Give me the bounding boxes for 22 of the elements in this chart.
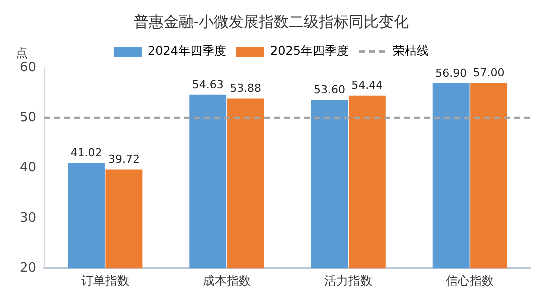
y-tick-label: 40 bbox=[20, 160, 37, 176]
data-label: 54.63 bbox=[192, 78, 224, 92]
y-tick-label: 20 bbox=[20, 260, 37, 276]
legend-label: 2025年四季度 bbox=[270, 44, 350, 58]
data-label: 54.44 bbox=[352, 79, 384, 92]
data-label: 57.00 bbox=[473, 66, 505, 80]
data-label: 53.60 bbox=[314, 83, 346, 96]
x-tick-label: 订单指数 bbox=[81, 274, 130, 288]
y-tick-label: 30 bbox=[20, 210, 37, 226]
x-tick-label: 活力指数 bbox=[324, 274, 373, 288]
y-tick-label: 50 bbox=[20, 110, 37, 126]
data-label: 53.88 bbox=[230, 82, 262, 96]
data-label: 56.90 bbox=[436, 66, 468, 80]
x-tick-label: 信心指数 bbox=[446, 274, 494, 288]
x-tick-label: 成本指数 bbox=[202, 274, 251, 288]
chart-title: 普惠金融-小微发展指数二级指标同比变化 bbox=[134, 12, 410, 31]
data-label: 39.72 bbox=[108, 153, 140, 166]
legend-label: 荣枯线 bbox=[393, 44, 430, 58]
legend-label: 2024年四季度 bbox=[148, 44, 227, 58]
data-label: 41.02 bbox=[70, 146, 102, 160]
y-axis-title: 点 bbox=[16, 46, 28, 60]
y-tick-label: 60 bbox=[20, 60, 37, 76]
